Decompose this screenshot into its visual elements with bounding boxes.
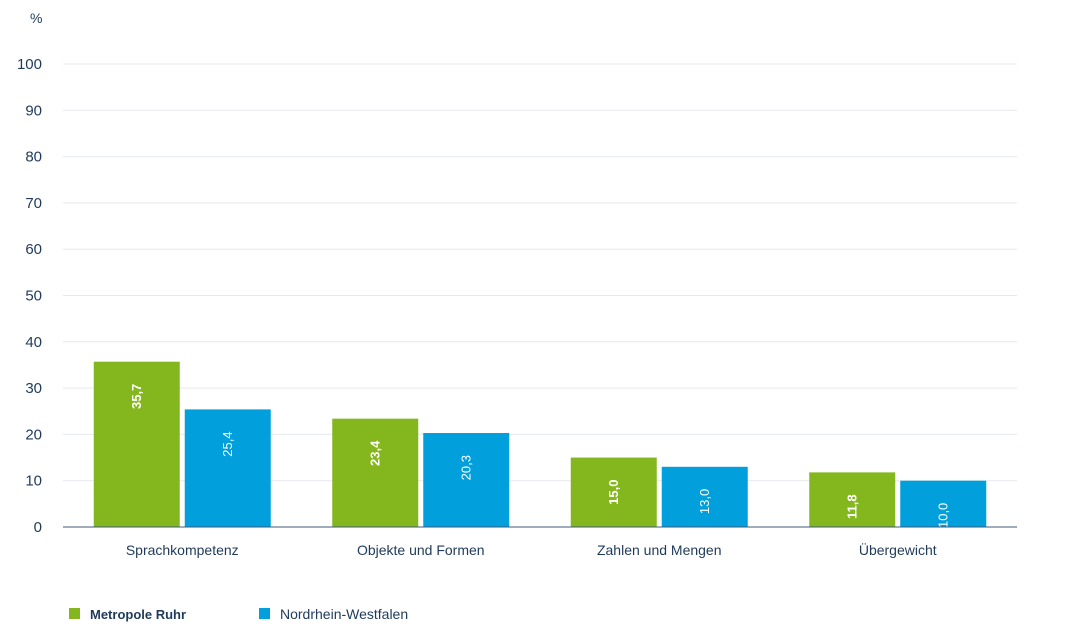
y-axis-tick-labels: 0 10 20 30 40 50 60 70 80 90 100 [17,56,42,536]
y-tick-label: 90 [25,102,42,119]
data-label: 11,8 [845,494,860,519]
category-label: Sprachkompetenz [126,542,239,558]
legend: Metropole Ruhr Nordrhein-Westfalen [69,606,408,622]
bar [809,472,896,527]
bar [661,466,748,527]
bar [332,418,419,527]
legend-label: Metropole Ruhr [90,607,186,622]
data-label: 15,0 [606,480,621,505]
y-tick-label: 20 [25,426,42,443]
y-tick-label: 60 [25,241,42,258]
x-axis-category-labels: Sprachkompetenz Objekte und Formen Zahlen … [126,541,937,558]
category-label: Übergewicht [859,541,937,558]
y-tick-label: 100 [17,56,42,73]
y-axis-unit-label: % [30,10,42,26]
legend-swatch [69,608,80,619]
bar [423,433,510,527]
y-tick-label: 0 [34,519,42,536]
data-label: 20,3 [459,455,474,480]
bar [93,361,180,527]
bars: 35,7 25,4 23,4 20,3 15,0 13,0 11,8 10,0 [93,361,987,528]
y-tick-label: 10 [25,473,42,490]
bar [900,480,987,527]
y-tick-label: 70 [25,195,42,212]
data-label: 13,0 [697,489,712,514]
legend-swatch [259,608,270,619]
y-tick-label: 40 [25,334,42,351]
data-label: 35,7 [129,384,144,409]
y-tick-label: 30 [25,380,42,397]
legend-label: Nordrhein-Westfalen [280,606,408,622]
data-label: 23,4 [368,440,383,466]
y-tick-label: 50 [25,288,42,305]
y-tick-label: 80 [25,149,42,166]
category-label: Objekte und Formen [357,542,485,558]
bar [184,409,271,527]
data-label: 10,0 [936,503,951,528]
bar [570,457,657,527]
data-label: 25,4 [220,431,235,456]
category-label: Zahlen und Mengen [597,542,722,558]
